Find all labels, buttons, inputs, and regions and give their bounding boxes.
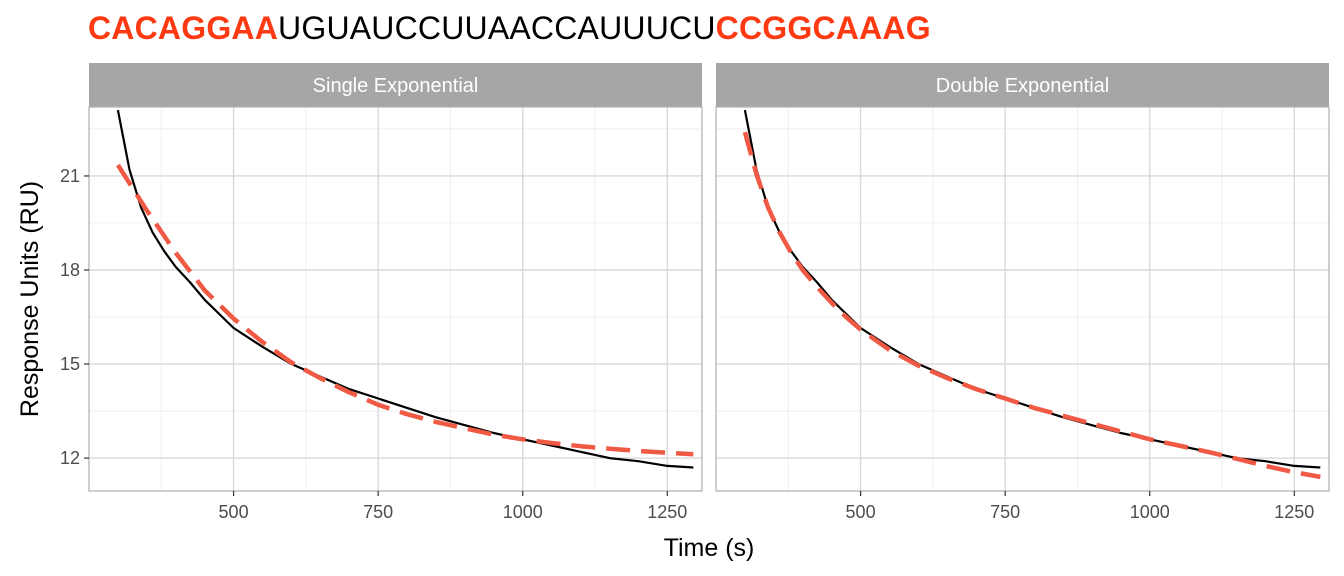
sequence-title: CACAGGAAUGUAUCCUUAACCAUUUCUCCGGCAAAG: [88, 8, 931, 48]
y-tick-label: 12: [60, 448, 80, 468]
panel-background: [716, 107, 1329, 491]
facet-strip: [89, 63, 702, 107]
panel-border: [88, 106, 703, 492]
panel-background: [89, 107, 702, 491]
title-suffix-highlight: CCGGCAAAG: [715, 10, 931, 46]
facet-strip-label: Double Exponential: [936, 75, 1109, 97]
x-tick-label: 1000: [503, 502, 543, 522]
chart-panel-2: Double Exponential 500 750 1000 1250: [715, 63, 1330, 522]
facet-strip: [716, 63, 1329, 107]
title-prefix-highlight: CACAGGAA: [88, 10, 279, 46]
x-tick-label: 500: [846, 502, 876, 522]
x-tick-label: 750: [363, 502, 393, 522]
facet-strip-label: Single Exponential: [313, 75, 479, 97]
y-axis-title: Response Units (RU): [16, 181, 44, 417]
x-axis-title: Time (s): [664, 534, 755, 562]
y-tick-label: 21: [60, 166, 80, 186]
x-tick-label: 500: [219, 502, 249, 522]
title-middle: UGUAUCCUUAACCAUUUCU: [278, 10, 716, 46]
y-tick-label: 15: [60, 354, 80, 374]
panel-border: [715, 106, 1330, 492]
series-fit-line: [116, 163, 694, 457]
y-tick-label: 18: [60, 260, 80, 280]
x-tick-label: 750: [990, 502, 1020, 522]
series-observed-line: [116, 109, 694, 469]
x-tick-label: 1000: [1130, 502, 1170, 522]
x-tick-label: 1250: [647, 502, 687, 522]
x-tick-label: 1250: [1274, 502, 1314, 522]
series-fit-line: [742, 131, 1321, 480]
chart-panel-1: Single Exponential 500 750 1000 1250 12 15 18 21: [60, 63, 703, 522]
